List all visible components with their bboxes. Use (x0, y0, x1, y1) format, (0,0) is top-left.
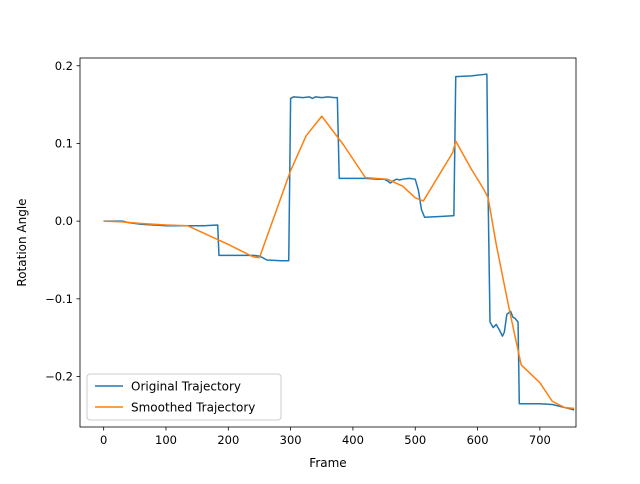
x-tick-label: 200 (217, 433, 239, 447)
legend: Original Trajectory Smoothed Trajectory (86, 373, 282, 421)
x-tick-label: 600 (467, 433, 489, 447)
ticks-layer: 0 100 200 300 400 500 600 700 −0.2 −0.1 0.0 0.1 0.2 (45, 59, 551, 447)
legend-label-0: Original Trajectory (131, 380, 241, 394)
y-tick-label: −0.1 (45, 292, 73, 306)
series-line-0 (103, 73, 575, 411)
y-tick-label: 0.2 (55, 59, 73, 73)
x-tick-label: 400 (342, 433, 364, 447)
legend-box (86, 373, 282, 421)
x-tick-label: 300 (280, 433, 302, 447)
x-tick-label: 100 (155, 433, 177, 447)
plot-frame (79, 57, 577, 428)
x-tick-label: 700 (529, 433, 551, 447)
legend-label-1: Smoothed Trajectory (131, 401, 255, 415)
y-tick-label: 0.1 (55, 136, 73, 150)
x-tick-label: 0 (100, 433, 107, 447)
x-tick-label: 500 (404, 433, 426, 447)
x-axis-label: Frame (309, 456, 346, 470)
lines-layer (103, 73, 575, 411)
y-axis-label: Rotation Angle (15, 198, 29, 286)
series-line-1 (103, 115, 575, 410)
y-tick-label: 0.0 (55, 214, 73, 228)
y-tick-label: −0.2 (45, 370, 73, 384)
